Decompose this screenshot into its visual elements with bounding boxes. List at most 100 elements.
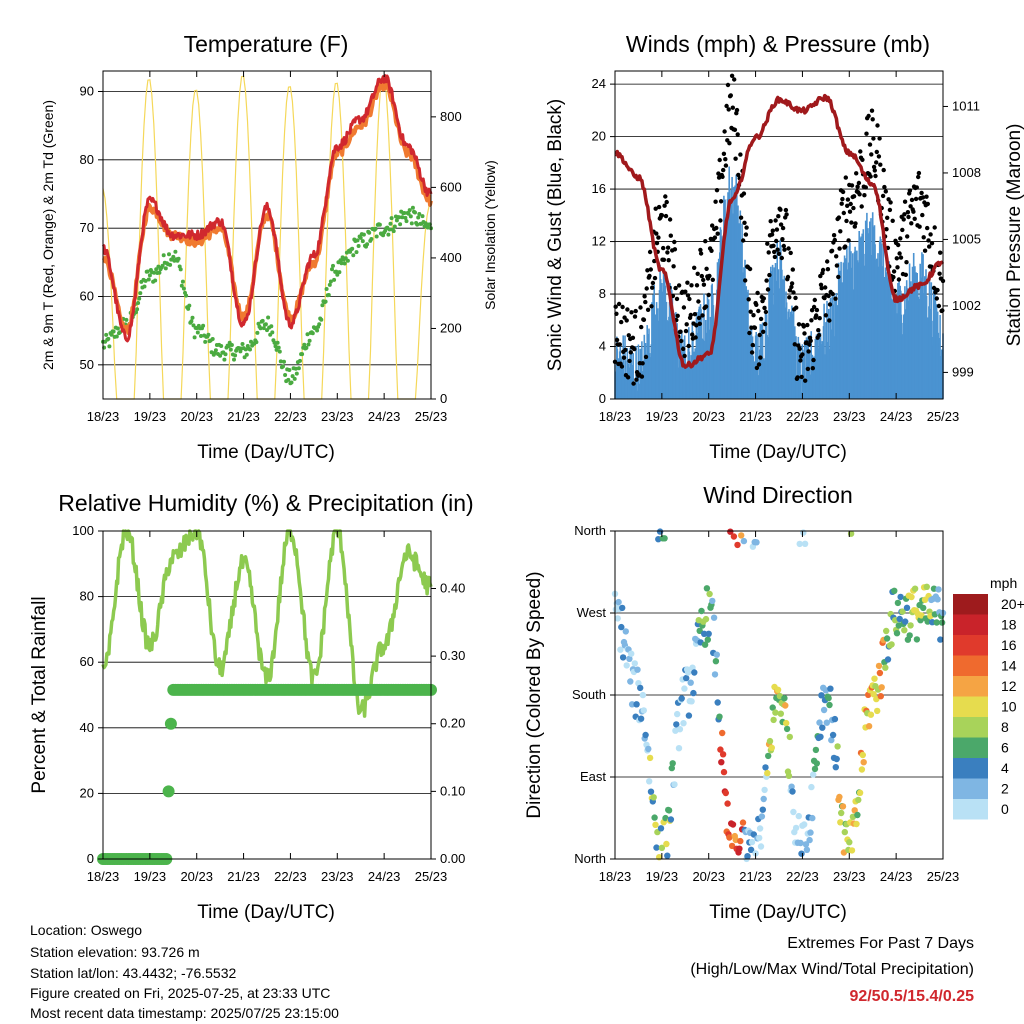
gust-point <box>811 304 817 310</box>
dewpoint-point <box>218 353 223 358</box>
direction-point <box>837 819 844 826</box>
gust-point <box>868 174 873 179</box>
dewpoint-point <box>374 234 379 239</box>
dewpoint-point <box>145 269 150 274</box>
dewpoint-point <box>296 366 301 371</box>
direction-point <box>681 685 688 692</box>
gust-point <box>840 189 846 195</box>
dewpoint-point <box>104 332 109 337</box>
gust-point <box>764 278 769 283</box>
dewpoint-point <box>408 214 413 219</box>
direction-point <box>689 664 696 671</box>
y-tick-label: North <box>574 523 606 538</box>
gust-point <box>672 247 678 252</box>
gust-point <box>796 322 802 327</box>
gust-point <box>916 170 922 176</box>
gust-point <box>661 257 667 262</box>
direction-point <box>642 731 649 739</box>
direction-point <box>770 716 777 724</box>
gust-point <box>678 329 683 334</box>
dewpoint-point <box>337 270 342 275</box>
dir-data-layer <box>611 528 947 863</box>
gust-point <box>838 229 843 234</box>
gust-point <box>756 308 761 314</box>
dewpoint-point <box>338 258 343 263</box>
gust-point <box>844 218 849 224</box>
dewpoint-point <box>190 315 195 320</box>
gust-point <box>789 284 794 290</box>
x-tick-label: 19/23 <box>646 409 679 424</box>
gust-point <box>686 343 691 349</box>
gust-point <box>734 107 740 113</box>
gust-point <box>707 273 712 279</box>
gust-point <box>877 136 882 141</box>
gust-point <box>832 237 837 243</box>
dewpoint-point <box>327 282 332 287</box>
gust-point <box>808 338 813 343</box>
y-tick-label: 4 <box>599 339 606 354</box>
direction-point <box>675 745 683 752</box>
direction-point <box>653 844 660 851</box>
gust-point <box>860 157 865 162</box>
gust-point <box>792 342 797 347</box>
direction-point <box>712 658 720 665</box>
footer-recent: Most recent data timestamp: 2025/07/25 2… <box>30 1005 339 1021</box>
gust-point <box>698 251 704 256</box>
gust-point <box>645 268 650 273</box>
wind-title: Winds (mph) & Pressure (mb) <box>626 31 930 57</box>
y2-tick-label: 600 <box>440 179 462 194</box>
gust-point <box>794 305 799 310</box>
dewpoint-point <box>270 330 275 335</box>
direction-point <box>761 786 768 794</box>
gust-point <box>825 267 831 272</box>
direction-point <box>851 807 858 814</box>
gust-point <box>768 219 773 224</box>
gust-point <box>929 241 935 246</box>
direction-point <box>685 712 693 719</box>
direction-point <box>875 662 883 670</box>
x-tick-label: 23/23 <box>321 409 354 424</box>
direction-point <box>669 760 676 767</box>
gust-point <box>754 365 760 371</box>
direction-point <box>808 783 815 791</box>
direction-point <box>935 586 942 593</box>
dewpoint-point <box>167 252 171 257</box>
direction-point <box>902 618 909 625</box>
gust-point <box>694 283 700 288</box>
gust-point <box>925 225 930 231</box>
gust-point <box>714 188 720 193</box>
direction-point <box>796 540 803 548</box>
dewpoint-point <box>111 329 116 334</box>
direction-point <box>933 619 940 626</box>
gust-point <box>631 381 636 386</box>
dewpoint-point <box>293 366 298 371</box>
gust-point <box>729 73 735 79</box>
gust-point <box>741 191 747 196</box>
gust-point <box>772 254 778 260</box>
legend-label: 18 <box>1001 617 1017 633</box>
gust-point <box>920 212 925 218</box>
dewpoint-point <box>351 253 356 258</box>
dewpoint-point <box>391 229 396 234</box>
dewpoint-point <box>398 222 403 227</box>
rh-frame <box>102 530 432 860</box>
gust-point <box>790 267 795 272</box>
temp-ylabel-left: 2m & 9m T (Red, Orange) & 2m Td (Green) <box>40 100 56 370</box>
direction-point <box>640 707 647 714</box>
gust-point <box>626 333 631 338</box>
gust-point <box>848 201 853 207</box>
gust-point <box>805 322 810 328</box>
gust-point <box>937 271 942 276</box>
dewpoint-point <box>342 261 347 266</box>
dewpoint-point <box>289 380 294 385</box>
direction-point <box>934 596 941 603</box>
direction-point <box>688 698 695 705</box>
gust-point <box>896 277 902 282</box>
direction-point <box>622 628 629 635</box>
direction-point <box>762 764 769 771</box>
direction-point <box>894 599 902 607</box>
direction-point <box>865 723 873 730</box>
direction-point <box>911 585 919 592</box>
gust-point <box>639 374 645 379</box>
direction-point <box>877 693 884 700</box>
